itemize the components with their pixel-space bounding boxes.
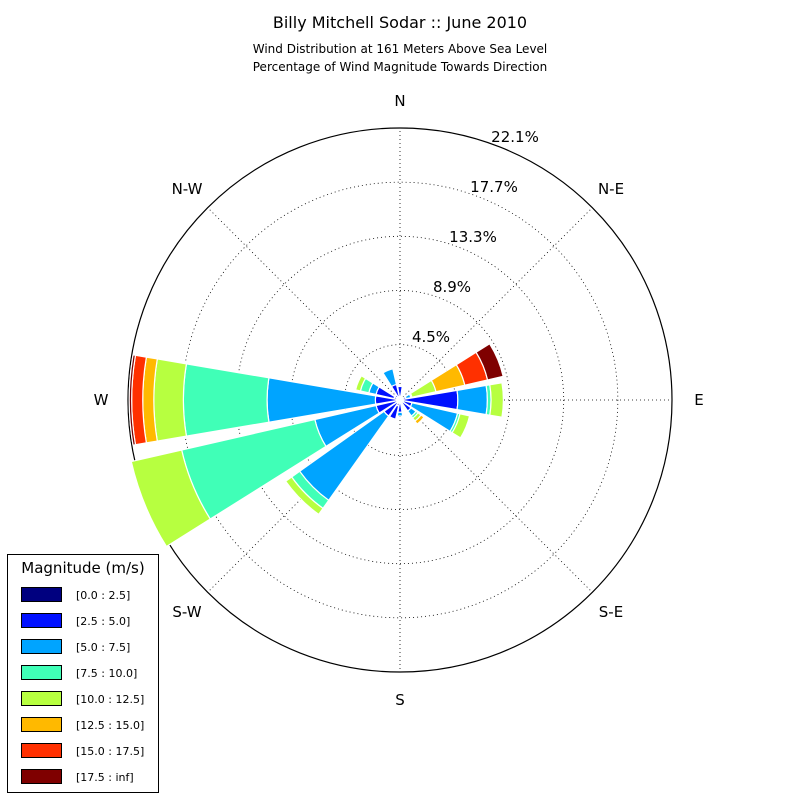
wind-bar-segment — [382, 368, 398, 388]
wind-bar-segment — [284, 476, 324, 516]
legend-items: [0.0 : 2.5] [2.5 : 5.0] [5.0 : 7.5] [7.5 : … — [21, 587, 144, 784]
wind-bar-segment — [414, 414, 425, 425]
legend-swatch — [21, 587, 62, 602]
wind-bars — [128, 342, 504, 548]
legend-title: Magnitude (m/s) — [21, 559, 144, 577]
ring-label-5: 22.1% — [491, 128, 539, 146]
radial-tick-labels: 4.5% 8.9% 13.3% 17.7% 22.1% — [412, 128, 539, 346]
legend-swatch — [21, 691, 62, 706]
legend-swatch — [21, 665, 62, 680]
legend-swatch — [21, 743, 62, 758]
legend-label: [12.5 : 15.0] — [76, 719, 144, 732]
spoke-line — [399, 399, 593, 593]
direction-label-se: S-E — [599, 603, 623, 621]
ring-line — [235, 235, 565, 565]
wind-bar-segment — [489, 382, 504, 418]
direction-labels: N N-E E S-E S S-W W N-W — [94, 92, 704, 709]
wind-bar-segment — [354, 374, 367, 392]
legend-swatch — [21, 769, 62, 784]
ring-line — [290, 290, 510, 510]
ring-label-1: 4.5% — [412, 328, 450, 346]
wind-bar-segment — [130, 449, 212, 548]
direction-label-s: S — [395, 691, 405, 709]
legend-label: [7.5 : 10.0] — [76, 667, 137, 680]
direction-label-w: W — [94, 391, 109, 409]
legend-label: [10.0 : 12.5] — [76, 693, 144, 706]
wind-bar-segment — [397, 385, 403, 398]
wind-bar-segment — [475, 342, 504, 381]
direction-label-n: N — [394, 92, 405, 110]
spoke-line — [207, 207, 401, 401]
legend-label: [17.5 : inf] — [76, 771, 134, 784]
ring-label-2: 8.9% — [433, 278, 471, 296]
legend-label: [0.0 : 2.5] — [76, 589, 130, 602]
direction-label-ne: N-E — [598, 180, 624, 198]
spoke-line — [399, 207, 593, 401]
legend: Magnitude (m/s) [0.0 : 2.5] [2.5 : 5.0] [5… — [7, 554, 159, 793]
direction-label-nw: N-W — [172, 180, 203, 198]
legend-label: [2.5 : 5.0] — [76, 615, 130, 628]
legend-label: [5.0 : 7.5] — [76, 641, 130, 654]
direction-label-sw: S-W — [172, 603, 201, 621]
legend-swatch — [21, 717, 62, 732]
chart-subtitle-line-2: Percentage of Wind Magnitude Towards Dir… — [253, 60, 547, 74]
ring-label-4: 17.7% — [470, 178, 518, 196]
wind-bar-segment — [388, 404, 400, 420]
wind-bar-segment — [153, 358, 188, 442]
ring-label-3: 13.3% — [449, 228, 497, 246]
wind-bar-segment — [128, 354, 137, 446]
wind-bar-segment — [451, 413, 471, 439]
legend-swatch — [21, 613, 62, 628]
chart-title: Billy Mitchell Sodar :: June 2010 — [273, 13, 527, 32]
direction-label-e: E — [694, 391, 703, 409]
wind-bar-segment — [396, 411, 404, 417]
wind-bar-segment — [456, 384, 488, 416]
legend-swatch — [21, 639, 62, 654]
chart-subtitle-line-1: Wind Distribution at 161 Meters Above Se… — [253, 42, 548, 56]
legend-label: [15.0 : 17.5] — [76, 745, 144, 758]
